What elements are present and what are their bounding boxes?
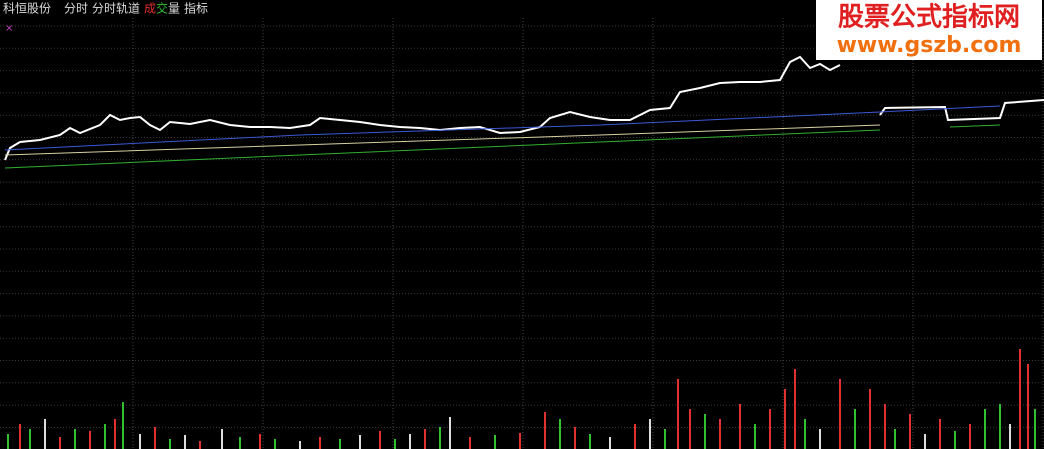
volume-bar — [469, 437, 471, 449]
volume-bar — [689, 409, 691, 449]
volume-bar — [819, 429, 821, 449]
watermark-box — [816, 0, 1042, 60]
volume-bar — [704, 414, 706, 449]
tab[interactable]: 分时 — [64, 2, 88, 16]
volume-bar — [409, 434, 411, 449]
volume-bar — [449, 417, 451, 449]
volume-bar — [559, 419, 561, 449]
volume-bar — [519, 433, 521, 449]
volume-bar — [609, 437, 611, 449]
tab-part[interactable]: 交 — [156, 1, 168, 16]
volume-bar — [939, 419, 941, 449]
volume-bar — [221, 429, 223, 449]
volume-bar — [1027, 364, 1029, 449]
marker: × — [5, 23, 13, 34]
tab-part[interactable]: 成 — [144, 2, 156, 16]
volume-bar — [139, 434, 141, 449]
tab[interactable]: 分时轨道 — [92, 2, 140, 16]
volume-bar — [184, 435, 186, 449]
volume-bar — [29, 429, 31, 449]
volume-bar — [114, 419, 116, 449]
volume-bar — [839, 379, 841, 449]
volume-bar — [104, 424, 106, 449]
volume-bar — [394, 439, 396, 449]
volume-bar — [1034, 409, 1036, 449]
volume-bar — [754, 424, 756, 449]
volume-bar — [122, 402, 124, 449]
volume-bar — [339, 439, 341, 449]
volume-bar — [649, 419, 651, 449]
volume-bar — [677, 379, 679, 449]
volume-bar — [154, 427, 156, 449]
volume-bar — [319, 437, 321, 449]
volume-bar — [924, 434, 926, 449]
volume-bar — [769, 409, 771, 449]
volume-bar — [854, 409, 856, 449]
volume-bar — [74, 429, 76, 449]
volume-bar — [869, 389, 871, 449]
volume-bar — [804, 419, 806, 449]
volume-bar — [199, 441, 201, 449]
grid — [0, 18, 1044, 449]
volume-bar — [44, 419, 46, 449]
volume-bar — [544, 412, 546, 449]
volume-bar — [999, 404, 1001, 449]
volume-bar — [274, 439, 276, 449]
volume-bar — [239, 437, 241, 449]
volume-bar — [7, 434, 9, 449]
volume-bar — [19, 424, 21, 449]
volume-bar — [954, 431, 956, 449]
volume-bar — [884, 404, 886, 449]
price-line — [4, 55, 1044, 161]
volume-bar — [784, 389, 786, 449]
volume-bar — [59, 437, 61, 449]
watermark-url: www.gszb.com — [837, 33, 1022, 58]
volume-bar — [664, 429, 666, 449]
volume-bar — [379, 431, 381, 449]
volume-bar — [299, 441, 301, 449]
volume-bar — [494, 435, 496, 449]
volume-bar — [589, 434, 591, 449]
volume-bar — [969, 424, 971, 449]
volume-bar — [794, 369, 796, 449]
price-line — [4, 124, 1001, 169]
volume-bar — [894, 429, 896, 449]
volume-bar — [259, 434, 261, 449]
volume-bar — [909, 414, 911, 449]
volume-bar — [984, 409, 986, 449]
tab-part[interactable]: 量 — [168, 2, 180, 16]
volume-bar — [719, 419, 721, 449]
tab[interactable]: 指标 — [184, 1, 208, 16]
volume-bar — [439, 427, 441, 449]
volume-bar — [574, 427, 576, 449]
price-line — [4, 105, 1001, 151]
volume-bar — [1019, 349, 1021, 449]
volume-bar — [1009, 424, 1011, 449]
volume-bar — [424, 429, 426, 449]
volume-bar — [359, 435, 361, 449]
volume-bar — [634, 424, 636, 449]
plot — [4, 55, 1044, 449]
volume-bar — [739, 404, 741, 449]
price-line — [4, 124, 881, 156]
watermark-title: 股票公式指标网 — [838, 3, 1020, 33]
stock-name: 科恒股份 — [3, 2, 51, 16]
volume-bar — [89, 431, 91, 449]
volume-bar — [169, 439, 171, 449]
